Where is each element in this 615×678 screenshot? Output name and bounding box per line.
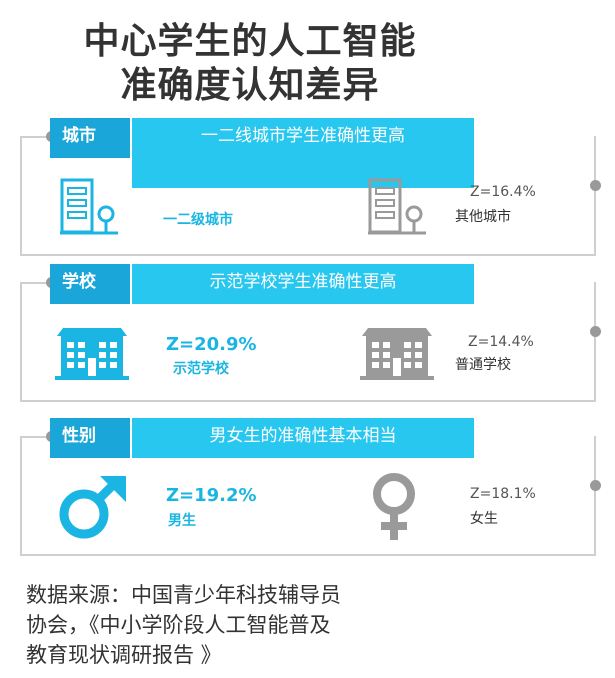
page-title-line2: 准确度认知差异 [120, 65, 380, 106]
building-icon [368, 178, 426, 235]
right-value: Z=18.1% [470, 486, 536, 502]
section-tag: 城市 [50, 118, 130, 158]
frame-dot [590, 480, 601, 491]
left-label: 一二级城市 [163, 212, 233, 228]
source-line: 协会，《中小学阶段人工智能普及 [26, 613, 331, 637]
section-tag: 性别 [50, 418, 130, 458]
page-title-line1: 中心学生的人工智能 [83, 21, 417, 62]
section-school: 学校 示范学校学生准确性更高 Z=20.9% 示范学校 Z=14.4% 普通学校 [0, 264, 615, 414]
source-line: 数据来源：中国青少年科技辅导员 [26, 583, 341, 607]
left-label: 男生 [168, 513, 196, 529]
section-frame [20, 282, 596, 402]
frame-line [20, 136, 50, 138]
section-city: 城市 一二线城市学生准确性更高 一二级城市 Z=16.4% 其他城市 [0, 118, 615, 268]
right-label: 女生 [470, 511, 498, 527]
male-icon [59, 476, 126, 539]
source-line: 教育现状调研报告 》 [26, 643, 222, 667]
frame-dot [590, 180, 601, 191]
section-headline: 男女生的准确性基本相当 [132, 418, 474, 458]
left-value: Z=19.2% [166, 485, 257, 506]
left-value: Z=20.9% [166, 334, 257, 355]
school-icon [55, 328, 129, 380]
data-source: 数据来源：中国青少年科技辅导员 协会，《中小学阶段人工智能普及 教育现状调研报告… [26, 580, 406, 670]
section-frame [20, 136, 596, 256]
banner-extension [132, 158, 474, 188]
building-icon [60, 178, 118, 235]
frame-dot [590, 326, 601, 337]
school-icon [360, 328, 434, 380]
section-headline: 一二线城市学生准确性更高 [132, 118, 474, 158]
right-value: Z=16.4% [470, 184, 536, 200]
right-label: 其他城市 [455, 209, 511, 225]
left-label: 示范学校 [173, 361, 229, 377]
frame-line [20, 436, 50, 438]
right-value: Z=14.4% [468, 334, 534, 350]
female-icon [373, 473, 415, 540]
right-label: 普通学校 [455, 357, 511, 373]
section-headline: 示范学校学生准确性更高 [132, 264, 474, 304]
frame-line [20, 282, 50, 284]
section-gender: 性别 男女生的准确性基本相当 Z=19.2% 男生 Z=18.1% 女生 [0, 418, 615, 568]
section-tag: 学校 [50, 264, 130, 304]
section-frame [20, 436, 596, 556]
